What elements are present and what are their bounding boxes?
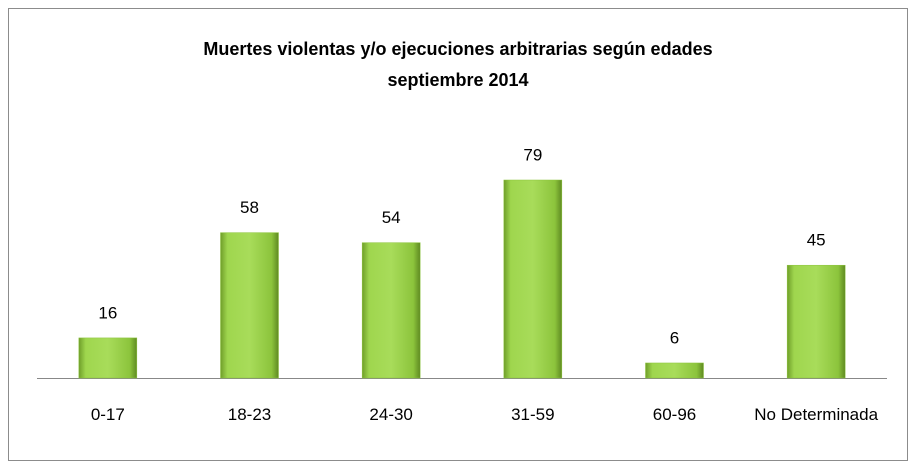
- x-tick-label: 18-23: [227, 405, 272, 424]
- x-tick-label: No Determinada: [754, 405, 879, 424]
- chart-border: [8, 8, 908, 461]
- value-label: 6: [670, 328, 679, 347]
- value-label: 45: [807, 231, 826, 250]
- bar: [220, 232, 279, 379]
- bar: [361, 242, 421, 379]
- value-label: 54: [382, 208, 401, 227]
- bar: [78, 337, 138, 379]
- x-tick-label: 60-96: [652, 405, 697, 424]
- x-tick-label: 0-17: [90, 405, 125, 424]
- value-label: 79: [523, 145, 542, 164]
- x-tick-label: 31-59: [511, 405, 555, 424]
- value-label: 58: [240, 198, 259, 217]
- bar: [503, 179, 563, 379]
- bar: [645, 362, 704, 379]
- value-label: 16: [98, 303, 117, 322]
- x-tick-label: 24-30: [369, 405, 413, 424]
- chart-title: Muertes violentas y/o ejecuciones arbitr…: [203, 39, 712, 59]
- chart-subtitle: septiembre 2014: [387, 70, 528, 90]
- bar: [786, 264, 846, 379]
